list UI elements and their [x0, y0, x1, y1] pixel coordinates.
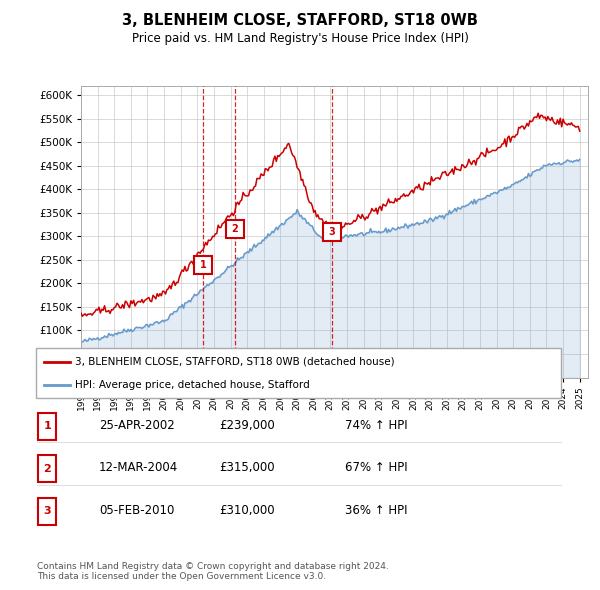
Text: £315,000: £315,000 — [219, 461, 275, 474]
Text: 3, BLENHEIM CLOSE, STAFFORD, ST18 0WB (detached house): 3, BLENHEIM CLOSE, STAFFORD, ST18 0WB (d… — [76, 356, 395, 366]
Text: Price paid vs. HM Land Registry's House Price Index (HPI): Price paid vs. HM Land Registry's House … — [131, 32, 469, 45]
Text: 1: 1 — [200, 260, 206, 270]
Text: 36% ↑ HPI: 36% ↑ HPI — [345, 504, 407, 517]
FancyBboxPatch shape — [38, 497, 56, 525]
Text: 3: 3 — [328, 227, 335, 237]
Text: 3: 3 — [43, 506, 51, 516]
Text: 74% ↑ HPI: 74% ↑ HPI — [345, 419, 407, 432]
Text: 05-FEB-2010: 05-FEB-2010 — [99, 504, 175, 517]
Text: 67% ↑ HPI: 67% ↑ HPI — [345, 461, 407, 474]
Text: 12-MAR-2004: 12-MAR-2004 — [99, 461, 178, 474]
Text: 25-APR-2002: 25-APR-2002 — [99, 419, 175, 432]
FancyBboxPatch shape — [38, 412, 56, 440]
Text: £239,000: £239,000 — [219, 419, 275, 432]
Text: 2: 2 — [232, 224, 238, 234]
Text: HPI: Average price, detached house, Stafford: HPI: Average price, detached house, Staf… — [76, 380, 310, 390]
Text: 3, BLENHEIM CLOSE, STAFFORD, ST18 0WB: 3, BLENHEIM CLOSE, STAFFORD, ST18 0WB — [122, 13, 478, 28]
Text: 1: 1 — [43, 421, 51, 431]
FancyBboxPatch shape — [36, 348, 561, 398]
Text: Contains HM Land Registry data © Crown copyright and database right 2024.
This d: Contains HM Land Registry data © Crown c… — [37, 562, 389, 581]
FancyBboxPatch shape — [38, 455, 56, 482]
Text: £310,000: £310,000 — [219, 504, 275, 517]
Text: 2: 2 — [43, 464, 51, 474]
